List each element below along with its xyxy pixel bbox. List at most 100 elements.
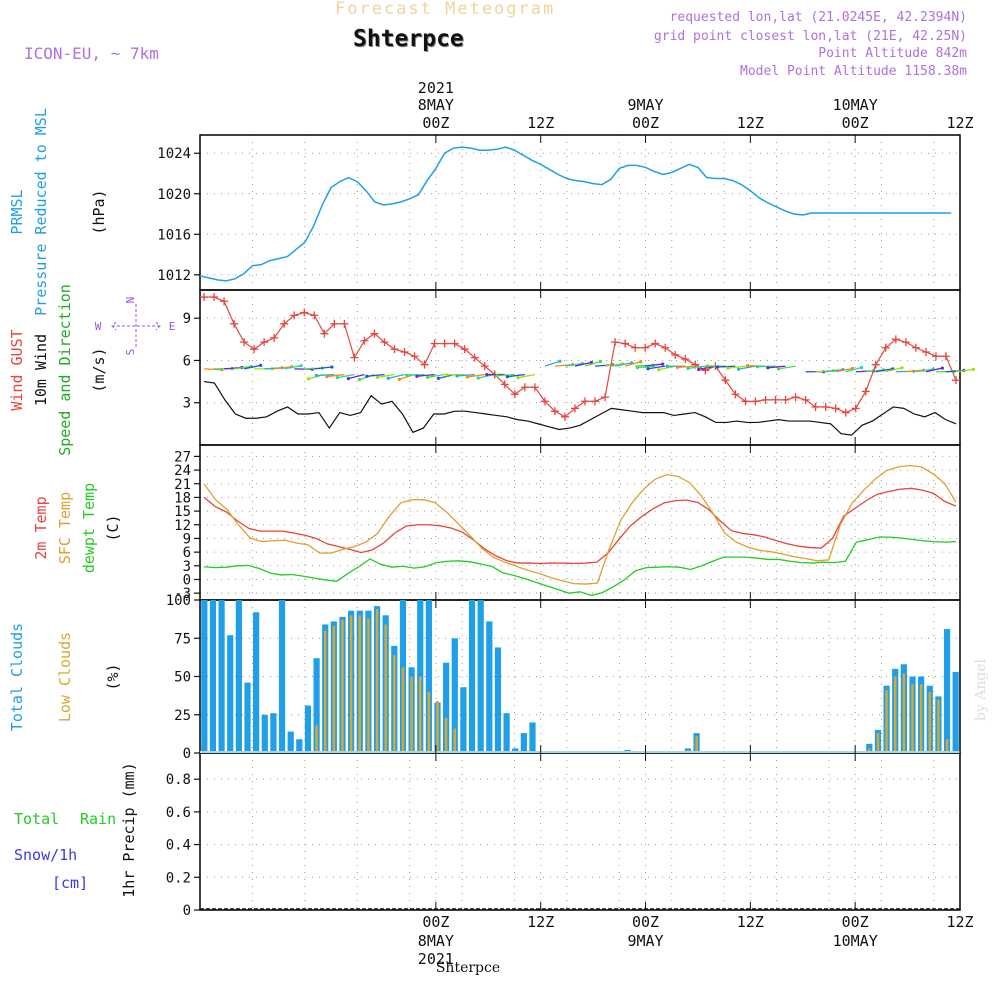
low-cloud-bar-27 bbox=[436, 700, 439, 753]
low-cloud-bar-86 bbox=[945, 739, 949, 753]
gust-marker-58 bbox=[781, 395, 790, 404]
gust-marker-53 bbox=[731, 390, 740, 399]
wind-arrow-head-21 bbox=[397, 377, 401, 381]
footer-station: Shterpce bbox=[436, 960, 500, 976]
gust-marker-46 bbox=[661, 343, 670, 352]
low-cloud-bar-79 bbox=[885, 690, 888, 753]
ytick-label-4-3: 0.6 bbox=[166, 805, 191, 821]
total-cloud-bar-13 bbox=[313, 658, 320, 753]
total-cloud-bar-29 bbox=[451, 638, 458, 753]
wind-arrow-19 bbox=[377, 373, 395, 378]
low-cloud-bar-26 bbox=[427, 691, 431, 753]
wind-arrow-head-51 bbox=[697, 367, 701, 372]
wind-arrow-head-24 bbox=[425, 375, 430, 379]
wind-arrow-13 bbox=[316, 373, 335, 377]
gust-line bbox=[204, 296, 957, 418]
low-cloud-bar-20 bbox=[375, 609, 379, 753]
wind-arrow-head-12 bbox=[306, 377, 311, 381]
top-time-label-2: 00Z bbox=[632, 114, 659, 132]
gust-marker-75 bbox=[952, 376, 960, 385]
wind-arrow-42 bbox=[624, 361, 642, 367]
low-cloud-bar-24 bbox=[410, 676, 413, 753]
gust-marker-23 bbox=[430, 339, 439, 348]
panel-frame-temperature bbox=[199, 444, 961, 601]
gust-marker-5 bbox=[250, 345, 259, 354]
temp-line-2 bbox=[203, 536, 957, 597]
ytick-label-0-2: 1020 bbox=[157, 187, 191, 203]
gust-marker-64 bbox=[841, 408, 850, 417]
total-cloud-bar-6 bbox=[253, 612, 260, 753]
top-year-label-0: 2021 bbox=[418, 79, 454, 97]
wind-arrow-72 bbox=[925, 367, 943, 373]
model-altitude: Model Point Altitude 1158.38m bbox=[740, 64, 967, 79]
compass-e: E bbox=[169, 320, 176, 333]
wind-arrow-head-49 bbox=[675, 365, 680, 369]
gust-marker-59 bbox=[791, 393, 800, 402]
total-cloud-bar-11 bbox=[296, 739, 303, 753]
gust-marker-25 bbox=[450, 339, 459, 348]
total-cloud-label: Total Clouds bbox=[8, 623, 26, 731]
wind-arrow-head-26 bbox=[445, 373, 449, 377]
wind-arrow-34 bbox=[544, 360, 561, 367]
prmsl-unit: (hPa) bbox=[90, 189, 108, 234]
wind-arrow-head-68 bbox=[900, 366, 904, 370]
wind-arrow-head-42 bbox=[639, 360, 643, 364]
wind-arrow-head-30 bbox=[485, 372, 489, 377]
wind-arrow-head-4 bbox=[259, 363, 263, 367]
top-day-label-2: 9MAY bbox=[627, 96, 663, 114]
gust-marker-65 bbox=[851, 404, 860, 413]
wind-arrow-75 bbox=[955, 368, 974, 373]
ytick-label-3-2: 50 bbox=[174, 670, 191, 686]
wind-arrow-head-50 bbox=[686, 366, 690, 371]
gust-marker-63 bbox=[831, 404, 840, 413]
gust-marker-69 bbox=[891, 335, 900, 344]
ytick-label-2-2: 3 bbox=[183, 559, 191, 575]
wind-arrow-8 bbox=[284, 365, 302, 370]
low-cloud-bar-18 bbox=[358, 615, 362, 753]
ytick-label-0-3: 1024 bbox=[157, 146, 191, 162]
wind-arrow-head-57 bbox=[755, 365, 760, 369]
dewpt-label: dewpt Temp bbox=[80, 483, 98, 573]
prmsl-long-label: Pressure Reduced to MSL bbox=[32, 108, 50, 316]
gust-marker-48 bbox=[681, 355, 690, 364]
gust-marker-18 bbox=[380, 338, 389, 347]
gust-marker-30 bbox=[500, 380, 509, 389]
bottom-time-label-2: 00Z bbox=[632, 913, 659, 931]
gust-marker-35 bbox=[550, 407, 559, 416]
compass-rose bbox=[111, 304, 161, 348]
wind-arrow-head-47 bbox=[657, 368, 661, 372]
total-cloud-bar-5 bbox=[244, 682, 251, 753]
gust-marker-38 bbox=[581, 397, 590, 406]
wind-arrow-45 bbox=[637, 365, 656, 369]
low-cloud-bar-21 bbox=[384, 624, 387, 753]
total-cloud-bar-26 bbox=[425, 600, 432, 753]
temp-line-1 bbox=[203, 464, 957, 585]
wind-arrow-16 bbox=[348, 373, 365, 380]
model-label: ICON-EU, ~ 7km bbox=[24, 44, 159, 63]
gust-marker-3 bbox=[230, 319, 239, 328]
compass-w: W bbox=[95, 320, 102, 333]
wind-arrow-58 bbox=[767, 365, 786, 369]
gust-marker-20 bbox=[400, 348, 409, 356]
low-cloud-bar-13 bbox=[315, 725, 318, 753]
total-cloud-bar-0 bbox=[201, 600, 208, 753]
low-cloud-bar-57 bbox=[695, 736, 698, 753]
gust-marker-10 bbox=[300, 308, 309, 317]
gust-marker-32 bbox=[520, 383, 529, 392]
wind-arrow-24 bbox=[427, 373, 445, 378]
ytick-label-2-1: 0 bbox=[183, 572, 191, 588]
gust-label: Wind GUST bbox=[8, 329, 26, 410]
gust-marker-33 bbox=[530, 383, 539, 392]
gust-marker-52 bbox=[721, 376, 730, 385]
wind-arrow-head-72 bbox=[940, 366, 944, 370]
ytick-label-3-1: 25 bbox=[174, 708, 191, 724]
low-cloud-bar-19 bbox=[367, 618, 370, 753]
ytick-label-2-8: 21 bbox=[174, 477, 191, 493]
total-cloud-bar-86 bbox=[943, 629, 951, 753]
total-cloud-bar-8 bbox=[270, 713, 277, 753]
wind-arrow-38 bbox=[584, 360, 601, 367]
bottom-day-label-4: 10MAY bbox=[833, 932, 878, 950]
ytick-label-2-4: 9 bbox=[183, 531, 191, 547]
wind10m-line bbox=[203, 380, 957, 436]
wind-arrow-11 bbox=[314, 366, 332, 370]
